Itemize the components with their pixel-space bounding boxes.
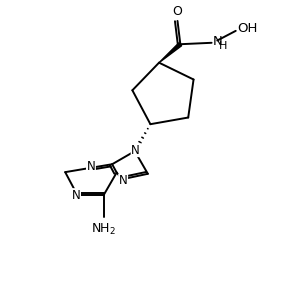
Text: N: N — [87, 160, 95, 173]
Text: OH: OH — [237, 22, 258, 35]
Text: O: O — [173, 5, 182, 17]
Polygon shape — [159, 43, 182, 63]
Text: NH$_2$: NH$_2$ — [91, 222, 116, 237]
Text: N: N — [213, 35, 222, 48]
Text: N: N — [119, 174, 128, 187]
Text: N: N — [131, 144, 140, 156]
Text: H: H — [219, 41, 227, 51]
Text: N: N — [72, 189, 80, 202]
